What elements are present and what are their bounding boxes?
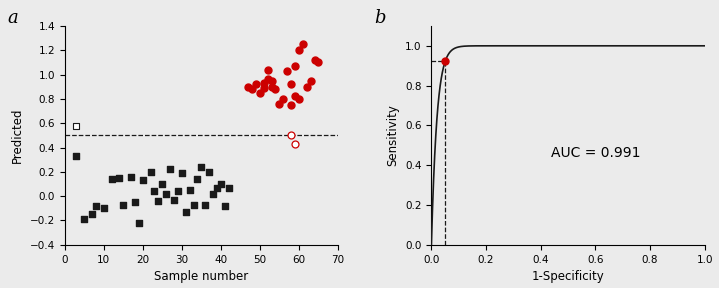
Text: b: b: [374, 9, 385, 27]
Point: [301, 84, 313, 89]
Point: [180, 210, 191, 214]
Point: [129, 200, 141, 204]
Point: [106, 177, 117, 181]
Point: [247, 87, 258, 92]
Point: [160, 192, 172, 196]
Point: [98, 206, 109, 211]
Point: [149, 189, 160, 194]
Point: [207, 192, 219, 196]
Point: [281, 69, 293, 73]
Point: [285, 82, 297, 87]
Point: [274, 101, 285, 106]
Point: [199, 202, 211, 207]
Y-axis label: Predicted: Predicted: [12, 108, 24, 163]
Point: [196, 165, 207, 169]
Point: [172, 189, 183, 194]
Point: [70, 123, 82, 128]
Point: [117, 202, 129, 207]
Point: [90, 204, 101, 208]
Point: [168, 198, 180, 202]
Point: [203, 170, 215, 174]
Point: [215, 182, 226, 186]
Point: [242, 84, 254, 89]
Text: a: a: [7, 9, 18, 27]
Point: [266, 84, 278, 89]
Point: [262, 67, 273, 72]
Point: [184, 188, 196, 192]
Point: [211, 185, 223, 190]
Point: [293, 48, 305, 52]
Point: [165, 167, 176, 172]
Point: [270, 87, 281, 92]
Text: AUC = 0.991: AUC = 0.991: [551, 146, 640, 160]
Point: [157, 182, 168, 186]
Point: [266, 78, 278, 83]
Point: [293, 96, 305, 101]
Point: [308, 58, 320, 62]
Point: [289, 142, 301, 146]
X-axis label: Sample number: Sample number: [154, 270, 249, 283]
Point: [114, 176, 125, 180]
Point: [133, 221, 145, 225]
X-axis label: 1-Specificity: 1-Specificity: [531, 270, 605, 283]
Point: [70, 154, 82, 158]
Point: [258, 86, 270, 90]
Point: [219, 204, 231, 208]
Point: [176, 171, 188, 175]
Point: [285, 103, 297, 107]
Point: [285, 133, 297, 138]
Point: [145, 170, 156, 174]
Point: [86, 212, 98, 217]
Y-axis label: Sensitivity: Sensitivity: [387, 105, 400, 166]
Point: [313, 60, 324, 65]
Point: [137, 178, 149, 183]
Point: [289, 64, 301, 68]
Point: [305, 78, 316, 83]
Point: [250, 82, 262, 87]
Point: [254, 90, 265, 95]
Point: [278, 96, 289, 101]
Point: [223, 185, 234, 190]
Point: [439, 58, 451, 63]
Point: [297, 42, 308, 46]
Point: [188, 202, 199, 207]
Point: [78, 217, 90, 221]
Point: [192, 177, 203, 181]
Point: [289, 94, 301, 99]
Point: [125, 175, 137, 179]
Point: [258, 81, 270, 85]
Point: [262, 77, 273, 82]
Point: [152, 199, 164, 203]
